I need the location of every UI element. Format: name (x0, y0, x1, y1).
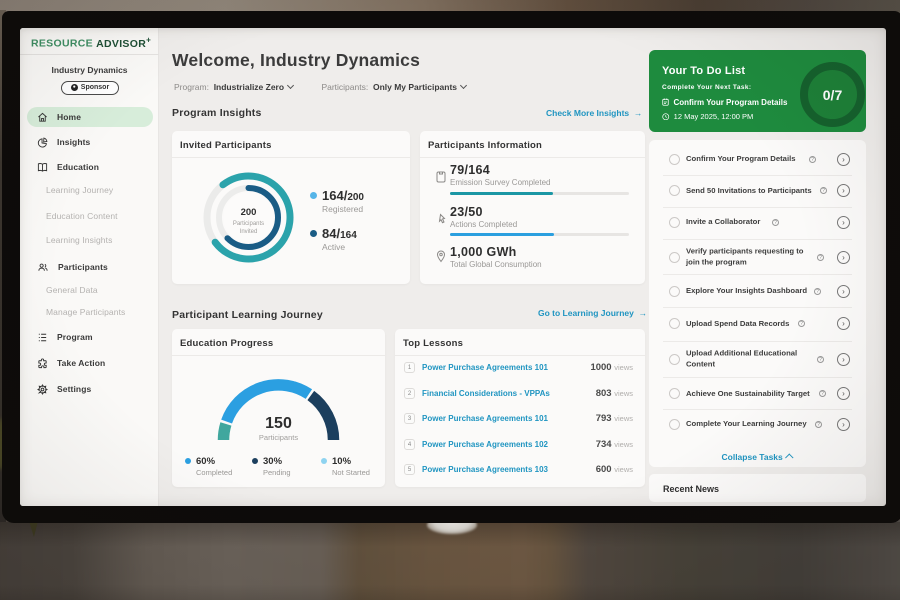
svg-text:Participants: Participants (233, 221, 264, 227)
svg-text:Participants: Participants (259, 433, 298, 442)
svg-text:200: 200 (241, 207, 257, 218)
svg-text:Invited: Invited (240, 229, 258, 235)
svg-text:150: 150 (265, 415, 292, 432)
